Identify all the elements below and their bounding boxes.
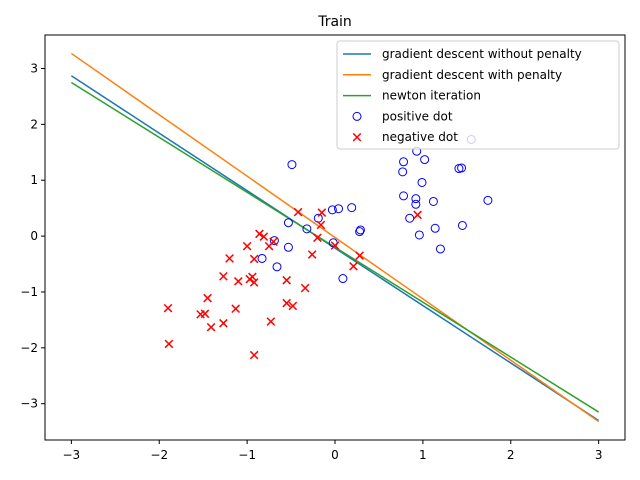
negative-point — [203, 293, 212, 303]
y-tick-label: −2 — [20, 341, 38, 355]
positive-point — [355, 225, 365, 235]
negative-point — [349, 261, 358, 271]
y-tick-label: −3 — [20, 397, 38, 411]
negative-point — [231, 304, 241, 314]
legend-swatch — [352, 132, 362, 142]
negative-point — [249, 254, 259, 264]
positive-point — [272, 262, 282, 272]
x-tick-label: −3 — [63, 448, 81, 462]
positive-point — [283, 218, 293, 228]
positive-point — [414, 230, 424, 240]
positive-point — [457, 220, 467, 230]
line-1 — [70, 52, 600, 423]
negative-point — [219, 318, 228, 328]
positive-point — [334, 204, 344, 214]
negative-point — [307, 250, 317, 259]
positive-point — [347, 203, 357, 213]
positive-point — [411, 194, 421, 204]
positive-point — [302, 224, 312, 234]
negative-point — [255, 229, 264, 239]
negative-point — [259, 232, 269, 241]
negative-point — [163, 303, 173, 313]
positive-point — [483, 195, 493, 205]
negative-point — [266, 317, 276, 326]
legend-swatch — [352, 111, 362, 121]
positive-point — [287, 160, 297, 170]
x-tick-label: 1 — [419, 448, 427, 462]
x-tick-label: −1 — [238, 448, 256, 462]
y-tick-label: 1 — [30, 173, 38, 187]
legend: gradient descent without penalty gradient… — [336, 40, 620, 150]
x-tick-label: 3 — [595, 448, 603, 462]
positive-point — [269, 236, 279, 246]
negative-point — [316, 220, 326, 230]
x-tick-label: 2 — [507, 448, 515, 462]
negative-point — [219, 271, 228, 281]
y-tick-label: −1 — [20, 285, 38, 299]
positive-point — [430, 223, 440, 233]
negative-point — [264, 241, 274, 251]
negative-point — [234, 277, 243, 286]
legend-label: gradient descent with penalty — [382, 68, 562, 82]
positive-point — [338, 274, 348, 284]
legend-items: gradient descent without penalty gradient… — [343, 47, 582, 144]
negative-point — [249, 350, 259, 360]
positive-point — [398, 167, 408, 177]
positive-point — [399, 157, 409, 167]
negative-point — [317, 208, 327, 217]
positive-point — [411, 199, 421, 209]
negative-point — [300, 283, 310, 293]
negative-point — [164, 339, 174, 349]
line-2 — [70, 81, 600, 413]
negative-point — [282, 275, 291, 285]
legend-label: newton iteration — [382, 89, 481, 103]
x-tick-label: 0 — [331, 448, 339, 462]
legend-label: negative dot — [382, 130, 458, 144]
negative-point — [249, 278, 259, 287]
legend-label: positive dot — [382, 109, 453, 123]
positive-point — [327, 205, 337, 215]
negative-point — [225, 254, 234, 263]
x-tick-label: −2 — [150, 448, 168, 462]
negative-point — [355, 251, 364, 260]
negative-point — [330, 241, 340, 250]
negative-point — [206, 322, 216, 332]
positive-point — [257, 253, 267, 263]
data-points — [163, 134, 493, 360]
positive-point — [428, 196, 438, 206]
positive-point — [283, 242, 293, 252]
negative-point — [282, 298, 291, 308]
y-tick-label: 0 — [30, 229, 38, 243]
negative-point — [413, 210, 422, 220]
negative-point — [288, 301, 298, 311]
negative-point — [313, 233, 322, 243]
negative-point — [242, 241, 252, 251]
chart-title: Train — [317, 14, 352, 30]
x-axis-ticks: −3 −2 −1 0 1 2 3 — [63, 440, 603, 462]
positive-point — [417, 177, 427, 187]
positive-point — [457, 163, 467, 173]
positive-point — [435, 244, 445, 254]
negative-point — [293, 207, 303, 217]
positive-point — [420, 155, 430, 165]
y-tick-label: 2 — [30, 117, 38, 131]
positive-point — [399, 191, 409, 201]
positive-point — [355, 227, 365, 237]
legend-label: gradient descent without penalty — [382, 47, 582, 61]
regression-lines — [70, 52, 600, 423]
y-tick-label: 3 — [30, 62, 38, 76]
legend-box — [336, 40, 620, 150]
y-axis-ticks: −3 −2 −1 0 1 2 3 — [20, 62, 45, 411]
negative-point — [200, 309, 210, 319]
